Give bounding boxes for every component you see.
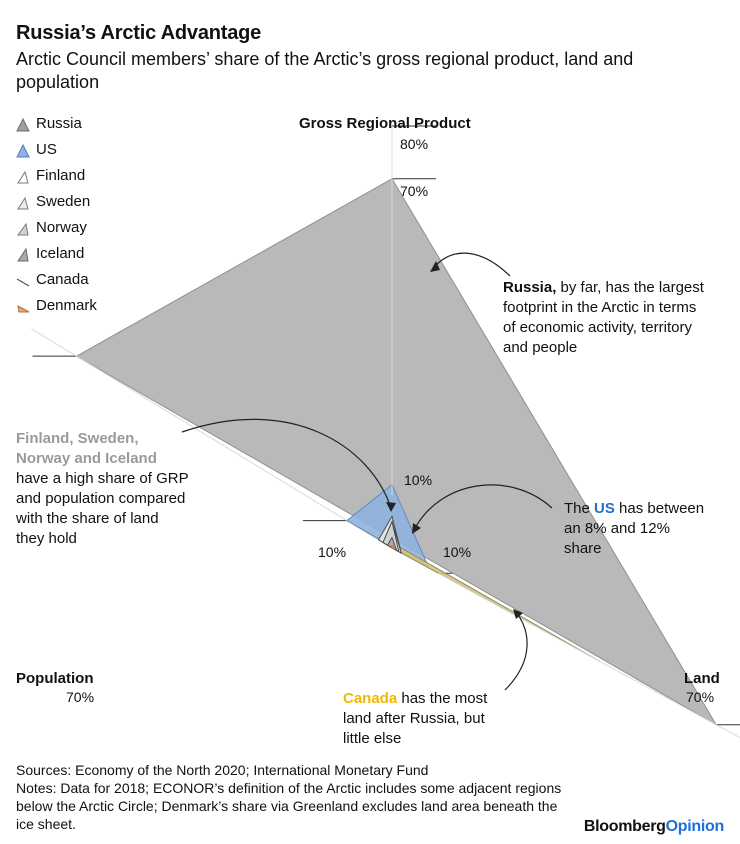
legend-label: Norway xyxy=(36,219,87,236)
annotation-us: The US has between an 8% and 12% share xyxy=(564,499,734,559)
canada-annotation-arrow xyxy=(504,611,528,691)
annotation-text: an 8% and 12% xyxy=(564,520,670,537)
legend-label: Sweden xyxy=(36,193,91,210)
brand-logo: BloombergOpinion xyxy=(584,818,724,836)
annotation-text: little else xyxy=(343,730,402,747)
annotation-canada-bold: Canada xyxy=(343,690,398,707)
chart-subtitle: Arctic Council members’ share of the Arc… xyxy=(16,49,634,92)
finland-swatch-icon xyxy=(17,170,29,184)
annotation-nordic-bold: Norway and Iceland xyxy=(16,450,157,467)
annotation-text: of economic activity, territory xyxy=(503,319,692,336)
russia-annotation-arrow xyxy=(431,252,511,277)
annotation-text: land after Russia, but xyxy=(343,710,485,727)
annotation-canada: Canada has the most land after Russia, b… xyxy=(343,689,543,749)
denmark-swatch-icon xyxy=(17,305,30,313)
canada-swatch-icon xyxy=(16,278,30,287)
annotation-text: have a high share of GRP xyxy=(16,470,189,487)
annotation-russia-bold: Russia, xyxy=(503,279,557,296)
annotation-text: by far, has the largest xyxy=(556,279,704,296)
tick-population-10: 10% xyxy=(318,544,347,560)
annotation-text: with the share of land xyxy=(16,510,159,527)
legend-label: Canada xyxy=(36,271,89,288)
notes-text: Notes: Data for 2018; ECONOR’s definitio… xyxy=(16,780,562,832)
canada-arrowhead xyxy=(513,609,523,619)
axis-title-grp: Gross Regional Product xyxy=(299,115,471,132)
brand-main: Bloomberg xyxy=(583,818,666,835)
legend-label: Iceland xyxy=(36,245,85,262)
axis-overlay-population xyxy=(31,328,348,521)
annotation-text: footprint in the Arctic in terms xyxy=(503,299,697,316)
annotation-text: and population compared xyxy=(16,490,186,507)
footnotes: Sources: Economy of the North 2020; Inte… xyxy=(16,761,576,833)
russia-arrowhead xyxy=(430,261,440,272)
annotation-nordic-bold: Finland, Sweden, xyxy=(16,430,139,447)
annotation-text: and people xyxy=(503,339,578,356)
legend-label: US xyxy=(36,141,57,158)
us-arrowhead xyxy=(412,523,421,534)
sweden-swatch-icon xyxy=(17,196,29,210)
annotation-text: share xyxy=(564,540,602,557)
nordic-arrowhead xyxy=(386,502,396,512)
annotation-us-bold: US xyxy=(594,500,615,517)
nordic-annotation-arrow xyxy=(181,418,392,509)
legend-label: Denmark xyxy=(36,297,97,314)
annotation-russia: Russia, by far, has the largest footprin… xyxy=(503,278,733,358)
annotation-text: has between xyxy=(614,500,705,517)
tick-grp-10: 10% xyxy=(404,472,433,488)
axis-title-land: Land xyxy=(684,670,720,687)
annotation-text: has the most xyxy=(397,690,488,707)
us-swatch-icon xyxy=(16,144,30,158)
annotation-text: they hold xyxy=(16,530,77,547)
annotation-nordic: Finland, Sweden, Norway and Iceland have… xyxy=(16,429,216,549)
legend-label: Finland xyxy=(36,167,86,184)
tick-grp-70: 70% xyxy=(400,183,429,199)
russia-swatch-icon xyxy=(16,118,30,132)
norway-swatch-icon xyxy=(17,222,29,236)
tick-land-70: 70% xyxy=(686,689,715,705)
tick-population-70: 70% xyxy=(66,689,95,705)
annotation-text: The xyxy=(564,500,595,517)
tick-grp-80: 80% xyxy=(400,136,429,152)
series-denmark xyxy=(390,544,396,551)
iceland-swatch-icon xyxy=(17,248,29,262)
sources-text: Sources: Economy of the North 2020; Inte… xyxy=(16,762,429,778)
legend-label: Russia xyxy=(36,115,82,132)
brand-accent: Opinion xyxy=(665,818,725,835)
us-annotation-arrow xyxy=(413,484,553,531)
axis-title-population: Population xyxy=(16,670,94,687)
chart-title: Russia’s Arctic Advantage xyxy=(16,22,262,44)
tick-land-10: 10% xyxy=(443,544,472,560)
axis-overlay-land xyxy=(438,572,740,739)
